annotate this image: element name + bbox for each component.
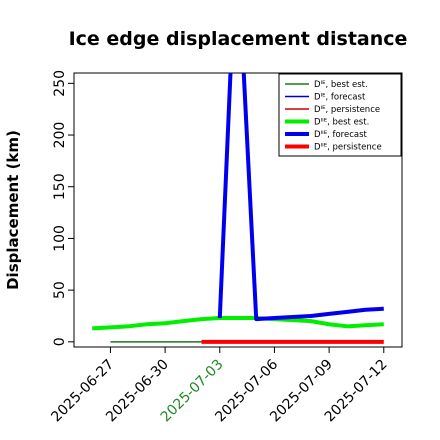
chart-title: Ice edge displacement distance (69, 28, 408, 50)
y-tick-label: 250 (52, 70, 68, 97)
y-tick-label: 100 (52, 225, 68, 252)
y-tick-label: 150 (52, 173, 68, 200)
series-line-5 (217, 73, 384, 322)
y-tick-label: 0 (52, 337, 68, 346)
plot-area (73, 72, 403, 348)
legend-label-4: Dᴵᴵᴱ, best est. (314, 118, 369, 128)
y-tick-label: 50 (52, 281, 68, 299)
series-line-4 (92, 316, 384, 331)
series-layer (92, 73, 384, 344)
legend-label-1: Dᴵᴱ, best est. (314, 80, 368, 90)
y-tick-label: 200 (52, 122, 68, 149)
legend-label-6: Dᴵᴵᴱ, persistence (314, 143, 382, 153)
y-axis-label: Displacement (km) (4, 130, 22, 290)
legend: Dᴵᴱ, best est. Dᴵᴱ, forecast Dᴵᴱ, persiste… (278, 73, 402, 157)
legend-label-3: Dᴵᴱ, persistence (314, 105, 380, 115)
legend-label-5: Dᴵᴵᴱ, forecast (314, 130, 368, 140)
legend-label-2: Dᴵᴱ, forecast (314, 93, 366, 103)
legend-box (278, 73, 402, 157)
